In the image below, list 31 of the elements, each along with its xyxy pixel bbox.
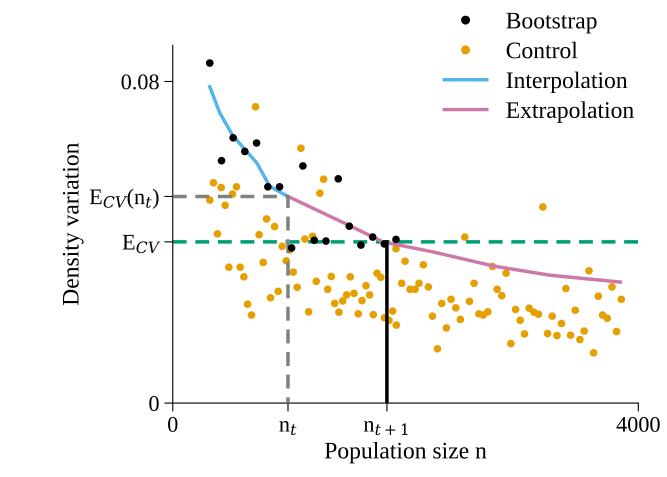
point — [206, 59, 214, 67]
y-axis-title: Density variation — [62, 142, 84, 306]
y-tick-label: 0.08 — [122, 74, 159, 90]
y-tick-label: 0 — [149, 396, 159, 411]
point — [229, 134, 237, 142]
point — [334, 174, 342, 183]
line-series — [208, 84, 290, 198]
point — [310, 236, 318, 244]
x-tick-label: 0 — [168, 416, 178, 432]
point — [240, 148, 249, 156]
legend-label: Extrapolation — [506, 101, 634, 123]
point — [392, 236, 400, 244]
line-series — [286, 194, 622, 284]
x-tick-label: n$_{t}$ — [279, 421, 296, 436]
y-tick-label: E$_{CV}$ — [122, 234, 160, 254]
legend-label: Bootstrap — [506, 12, 597, 34]
x-tick-label: n$_{t+1}$ — [364, 421, 408, 436]
point — [322, 237, 330, 245]
x-tick-label: 4000 — [616, 416, 660, 432]
y-tick-label: E$_{CV}$(n$_{t}$) — [90, 188, 159, 209]
point — [357, 241, 365, 249]
point — [276, 183, 284, 191]
point — [252, 139, 260, 147]
point — [299, 162, 307, 170]
point — [368, 233, 377, 241]
point — [218, 156, 226, 164]
point — [264, 183, 272, 191]
x-axis-title: Population size n — [324, 442, 486, 464]
legend-label: Control — [506, 42, 578, 58]
point — [346, 222, 354, 230]
legend-label: Interpolation — [506, 72, 628, 94]
